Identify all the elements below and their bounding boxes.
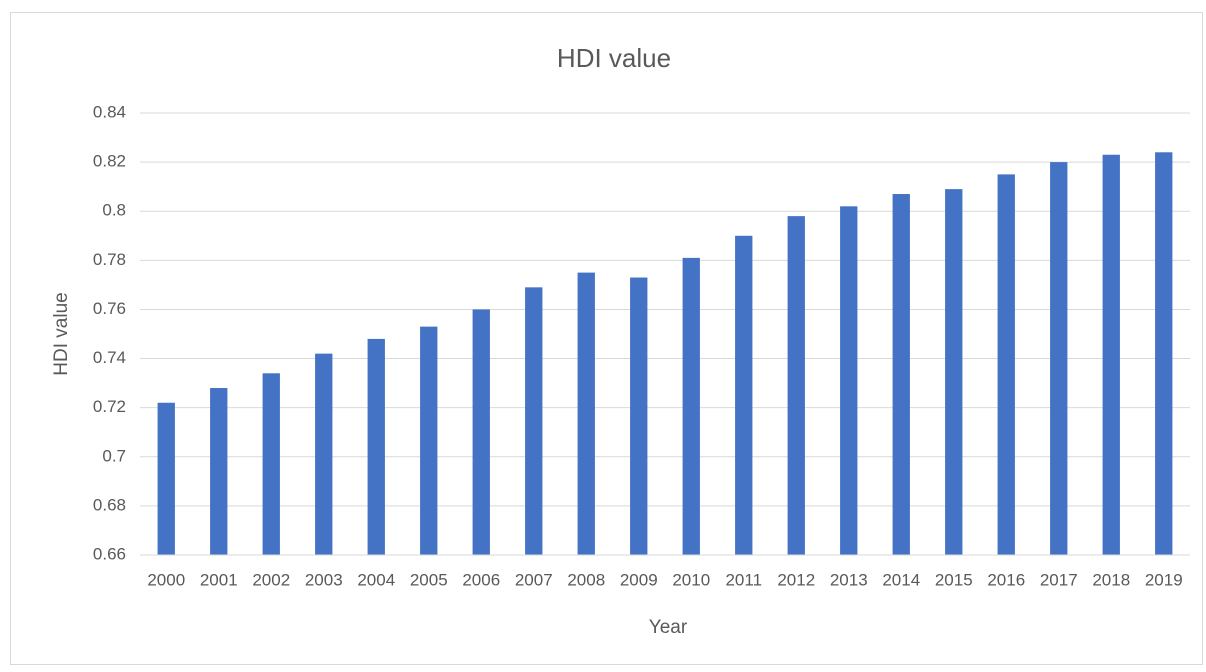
bar: [997, 174, 1015, 555]
y-tick-label: 0.8: [102, 201, 126, 220]
bar: [630, 277, 648, 555]
bar: [420, 326, 438, 555]
bar: [892, 194, 910, 556]
x-tick-label: 2009: [620, 570, 658, 589]
y-axis-title: HDI value: [51, 292, 72, 375]
y-tick-label: 0.68: [93, 495, 126, 514]
bar: [787, 216, 805, 555]
y-tick-label: 0.78: [93, 250, 126, 269]
x-tick-label: 2001: [200, 570, 238, 589]
bar: [1155, 152, 1173, 556]
x-tick-label: 2018: [1092, 570, 1130, 589]
x-tick-label: 2011: [725, 570, 762, 589]
y-tick-label: 0.74: [93, 348, 126, 367]
x-tick-label: 2013: [830, 570, 868, 589]
x-tick-label: 2014: [882, 570, 920, 589]
x-tick-label: 2004: [357, 570, 395, 589]
x-tick-label: 2010: [672, 570, 710, 589]
bar: [682, 257, 700, 555]
x-tick-label: 2012: [777, 570, 815, 589]
x-tick-label: 2017: [1040, 570, 1078, 589]
chart-frame: [10, 12, 1203, 665]
bar: [577, 272, 595, 555]
bar: [472, 309, 490, 555]
y-tick-label: 0.7: [102, 446, 126, 465]
x-tick-label: 2008: [567, 570, 605, 589]
y-tick-label: 0.76: [93, 299, 126, 318]
x-tick-label: 2003: [305, 570, 343, 589]
bar: [367, 338, 385, 555]
x-tick-label: 2019: [1145, 570, 1183, 589]
bar: [525, 287, 543, 555]
bar: [735, 235, 753, 555]
x-tick-label: 2000: [147, 570, 185, 589]
bar: [840, 206, 858, 556]
x-tick-label: 2005: [410, 570, 448, 589]
y-tick-label: 0.66: [93, 544, 126, 563]
x-tick-label: 2006: [462, 570, 500, 589]
x-tick-label: 2015: [935, 570, 973, 589]
bar: [262, 373, 280, 555]
y-tick-label: 0.72: [93, 397, 126, 416]
bar: [315, 353, 333, 555]
bar: [1102, 154, 1120, 555]
bar: [945, 189, 963, 555]
bar: [157, 402, 175, 555]
y-tick-label: 0.84: [93, 102, 126, 121]
bar: [1050, 162, 1068, 555]
x-axis-title: Year: [649, 617, 688, 638]
x-tick-label: 2016: [987, 570, 1025, 589]
chart-title: HDI value: [557, 43, 671, 73]
x-tick-label: 2002: [252, 570, 290, 589]
x-tick-label: 2007: [515, 570, 553, 589]
y-tick-label: 0.82: [93, 152, 126, 171]
bar: [210, 388, 228, 555]
